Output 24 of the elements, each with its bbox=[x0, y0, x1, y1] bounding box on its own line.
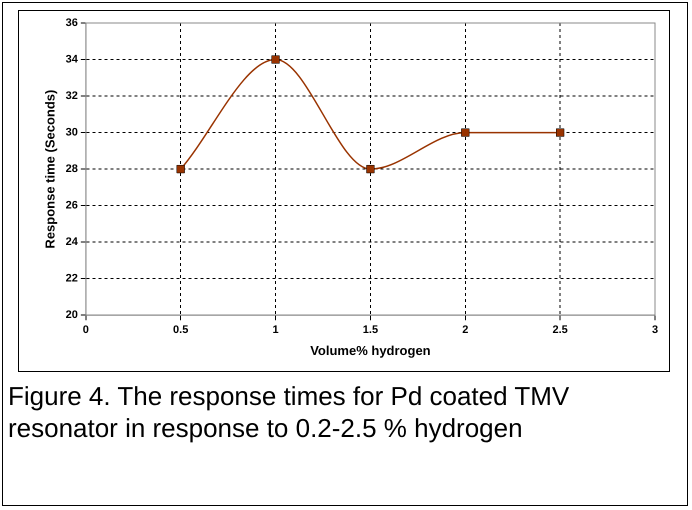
point bbox=[271, 55, 280, 64]
point bbox=[461, 128, 470, 137]
y-tick-label: 34 bbox=[66, 54, 79, 66]
caption: Figure 4. The response times for Pd coated TMV resonator in response to 0.2-2.5 % hydrogen bbox=[8, 380, 570, 444]
x-tick-label: 0 bbox=[82, 324, 89, 336]
y-tick-label: 24 bbox=[66, 236, 79, 248]
y-tick-label: 28 bbox=[66, 163, 78, 176]
y-tick-label: 36 bbox=[66, 17, 78, 30]
x-tick-label: 2 bbox=[462, 324, 468, 336]
x-axis-title: Volume% hydrogen bbox=[310, 342, 431, 358]
x-tick-label: 2.5 bbox=[552, 324, 568, 336]
point bbox=[366, 164, 375, 174]
x-tick-label: 1.5 bbox=[362, 324, 378, 336]
y-axis-title: Response time (Seconds) bbox=[42, 90, 58, 249]
point bbox=[176, 164, 185, 174]
y-tick-label: 32 bbox=[66, 90, 78, 102]
point bbox=[556, 128, 564, 137]
y-tick-label: 30 bbox=[66, 126, 78, 139]
y-tick-label: 20 bbox=[66, 309, 78, 322]
y-tick-label: 22 bbox=[66, 272, 78, 285]
x-tick-label: 1 bbox=[272, 324, 279, 336]
x-tick-label: 0.5 bbox=[173, 324, 188, 336]
y-tick-label: 26 bbox=[66, 200, 78, 212]
x-tick-label: 3 bbox=[652, 324, 658, 336]
